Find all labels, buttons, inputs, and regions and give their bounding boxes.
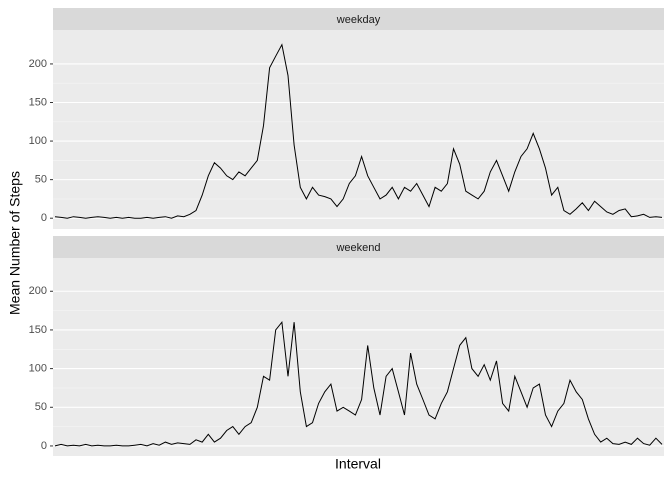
x-axis-title: Interval <box>335 456 381 472</box>
y-axis-title: Mean Number of Steps <box>7 171 23 315</box>
y-tick-label: 150 <box>29 96 47 108</box>
y-tick-label: 0 <box>41 212 47 224</box>
strip <box>53 8 664 30</box>
y-tick-label: 100 <box>29 363 47 375</box>
y-tick-label: 50 <box>35 174 47 186</box>
data-line <box>54 43 663 219</box>
y-tick-label: 200 <box>29 58 47 70</box>
y-tick-label: 0 <box>41 440 47 452</box>
panel-background <box>53 30 664 229</box>
strip <box>53 236 664 258</box>
panel-background <box>53 258 664 456</box>
y-tick-label: 50 <box>35 401 47 413</box>
y-tick-label: 150 <box>29 324 47 336</box>
data-line <box>54 320 663 447</box>
y-tick-label: 100 <box>29 135 47 147</box>
strip-label: weekday <box>336 14 381 26</box>
strip-label: weekend <box>335 242 380 254</box>
y-tick-label: 200 <box>29 285 47 297</box>
